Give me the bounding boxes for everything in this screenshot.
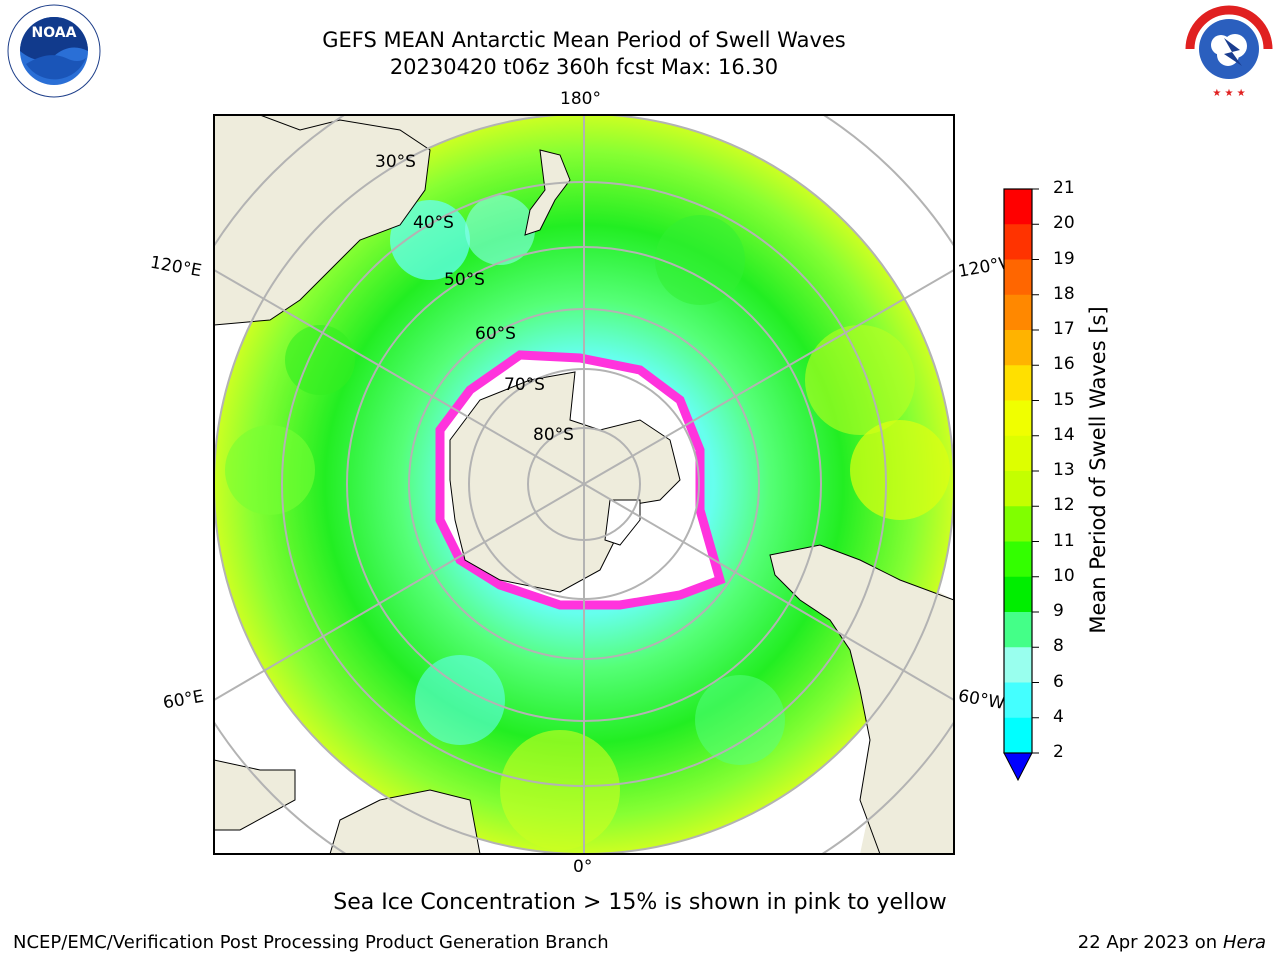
colorbar-tick-label: 15	[1053, 389, 1075, 410]
lat-label-50s: 50°S	[444, 270, 485, 290]
colorbar-segment	[1004, 471, 1032, 507]
credit-text: NCEP/EMC/Verification Post Processing Pr…	[13, 932, 609, 953]
lat-label-60s: 60°S	[475, 324, 516, 344]
colorbar-tick-label: 9	[1053, 601, 1064, 621]
colorbar-segment	[1004, 400, 1032, 437]
new-zealand-landmass	[524, 149, 571, 236]
colorbar-segment	[1004, 576, 1032, 613]
lat-label-70s: 70°S	[504, 375, 545, 395]
colorbar-tick-label: 4	[1053, 706, 1064, 727]
sea-ice-note: Sea Ice Concentration > 15% is shown in …	[333, 890, 947, 915]
date-stamp: 22 Apr 2023 on Hera	[1078, 932, 1266, 953]
madagascar-landmass	[214, 759, 296, 831]
colorbar-tick-label: 17	[1053, 319, 1075, 339]
chart-title: GEFS MEAN Antarctic Mean Period of Swell…	[322, 28, 846, 52]
lat-label-40s: 40°S	[413, 213, 454, 233]
colorbar-segment	[1004, 647, 1032, 683]
colorbar-tick-label: 2	[1053, 742, 1064, 762]
colorbar-tick-label: 14	[1053, 424, 1075, 445]
colorbar-tick-label: 8	[1053, 636, 1064, 657]
svg-text:★ ★ ★: ★ ★ ★	[1212, 88, 1245, 98]
antarctica-landmass	[449, 371, 681, 593]
colorbar-segment	[1004, 435, 1032, 472]
colorbar-tick-label: 13	[1053, 460, 1075, 480]
nws-logo: ★ ★ ★	[1183, 3, 1275, 98]
colorbar-segment	[1004, 365, 1032, 401]
colorbar-segment	[1004, 682, 1032, 719]
africa-landmass	[329, 789, 481, 854]
colorbar-segment	[1004, 541, 1032, 578]
lon-label-0: 0°	[573, 857, 593, 877]
colorbar-tick-label: 20	[1053, 213, 1075, 234]
map-frame	[213, 114, 955, 855]
australia-landmass	[214, 115, 431, 326]
colorbar-segment	[1004, 506, 1032, 542]
lat-label-30s: 30°S	[375, 152, 416, 172]
south-america-landmass	[769, 544, 954, 854]
colorbar-tick-label: 11	[1053, 530, 1075, 551]
machine-name: Hera	[1222, 932, 1266, 953]
colorbar-tick-label: 6	[1053, 671, 1064, 692]
graticule	[214, 115, 954, 854]
colorbar-tick-label: 10	[1053, 565, 1075, 586]
colorbar-label: Mean Period of Swell Waves [s]	[1086, 306, 1110, 634]
colorbar-tick-label: 16	[1053, 354, 1075, 375]
lat-label-80s: 80°S	[533, 425, 574, 445]
svg-text:NOAA: NOAA	[32, 25, 77, 41]
colorbar-extend-arrow	[1003, 752, 1033, 782]
noaa-logo: NOAA	[7, 4, 101, 98]
colorbar-segment	[1004, 189, 1032, 225]
colorbar-segment	[1004, 330, 1032, 366]
colorbar-segment	[1004, 717, 1032, 754]
colorbar-segment	[1004, 224, 1032, 260]
colorbar-segment	[1004, 612, 1032, 648]
colorbar-segment	[1004, 294, 1032, 331]
colorbar-tick-label: 19	[1053, 248, 1075, 269]
colorbar-tick-label: 21	[1053, 178, 1075, 198]
chart-subtitle: 20230420 t06z 360h fcst Max: 16.30	[389, 55, 779, 79]
colorbar-segment	[1004, 259, 1032, 296]
date-text: 22 Apr 2023 on	[1077, 932, 1223, 953]
colorbar-tick-label: 12	[1053, 495, 1075, 516]
lon-label-180: 180°	[560, 89, 601, 109]
colorbar-tick-label: 18	[1053, 283, 1075, 304]
colorbar	[1003, 188, 1039, 782]
